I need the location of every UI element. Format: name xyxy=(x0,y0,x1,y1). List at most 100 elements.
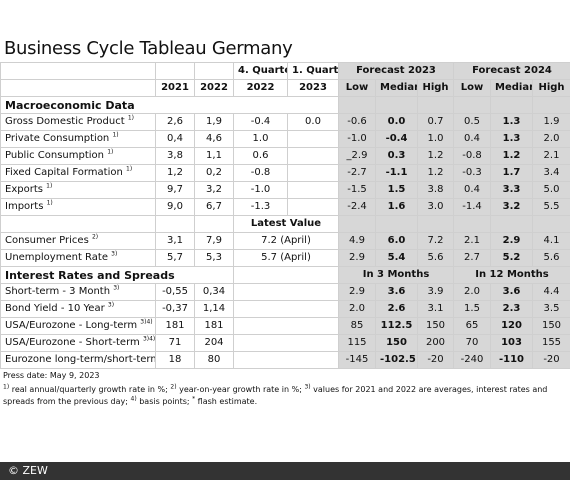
table-cell: -0.4 xyxy=(233,113,288,131)
table-cell xyxy=(233,351,339,369)
footnote-ref: 2) xyxy=(91,233,99,241)
table-cell: 1,1 xyxy=(194,147,234,165)
footnote-marker: 3) xyxy=(304,383,311,391)
table-cell: 1.6 xyxy=(375,198,418,216)
table-cell: 181 xyxy=(155,317,195,335)
table-cell: -0.8 xyxy=(453,147,491,165)
table-cell: 85 xyxy=(338,317,376,335)
header-in-12-months: In 12 Months xyxy=(453,266,570,284)
row-label-text: Bond Yield - 10 Year xyxy=(5,303,105,314)
forecast-cell xyxy=(417,96,454,114)
table-cell: 1.2 xyxy=(417,164,454,182)
table-cell: -1.1 xyxy=(375,164,418,182)
table-row: Exports 1) 9,7 3,2 -1.0 -1.5 1.5 3.8 0.4 3.3 5.0 xyxy=(0,181,570,199)
table-cell: 2.1 xyxy=(453,232,491,250)
latest-value-header: Latest Value xyxy=(233,215,339,233)
table-cell xyxy=(155,215,195,233)
table-cell: 71 xyxy=(155,334,195,352)
footnote-ref: 3) xyxy=(113,284,120,292)
row-label-text: Private Consumption xyxy=(5,133,110,144)
footnote-ref: 1) xyxy=(127,114,134,122)
row-label-text: Exports xyxy=(5,184,43,195)
table-cell: 120 xyxy=(490,317,533,335)
table-cell: 1.3 xyxy=(490,113,533,131)
forecast-cell xyxy=(532,215,570,233)
header-median: Median xyxy=(490,79,533,97)
table-cell: 2.1 xyxy=(532,147,570,165)
table-row: Consumer Prices 2) 3,1 7,9 7.2 (April) 4.9 6.… xyxy=(0,232,570,250)
row-label: USA/Eurozone - Short-term 3)4) xyxy=(0,334,156,352)
table-cell: 3.6 xyxy=(490,283,533,301)
header-q1: 1. Quarter xyxy=(287,62,339,80)
table-cell: -1.4 xyxy=(453,198,491,216)
header-2021: 2021 xyxy=(155,79,195,97)
table-cell: 0,4 xyxy=(155,130,195,148)
table-cell: 4,6 xyxy=(194,130,234,148)
table-cell: 155 xyxy=(532,334,570,352)
table-row: Fixed Capital Formation 1) 1,2 0,2 -0.8 -2.7… xyxy=(0,164,570,182)
table-cell: _2.9 xyxy=(338,147,376,165)
table-cell: -1.0 xyxy=(233,181,288,199)
table-cell: -110 xyxy=(490,351,533,369)
table-cell: 2.7 xyxy=(453,249,491,267)
business-cycle-table: 4. Quarter1. QuarterForecast 2023Forecas… xyxy=(0,62,570,369)
row-label-text: Eurozone long-term/short-term xyxy=(5,354,156,365)
table-cell: -0,37 xyxy=(155,300,195,318)
forecast-cell xyxy=(490,215,533,233)
row-label-text: USA/Eurozone - Short-term xyxy=(5,337,140,348)
table-cell: 7,9 xyxy=(194,232,234,250)
footnote-text: year-on-year growth rate in %; xyxy=(176,385,305,394)
table-cell: 5.5 xyxy=(532,198,570,216)
table-cell: 200 xyxy=(417,334,454,352)
section-macroeconomic-data: Macroeconomic Data xyxy=(0,96,339,114)
footnote-ref: 1) xyxy=(112,131,119,139)
footnote-ref: 3) xyxy=(107,301,115,309)
table-cell: 3.0 xyxy=(417,198,454,216)
header-blank xyxy=(194,62,234,80)
table-cell xyxy=(233,266,339,284)
row-label: Bond Yield - 10 Year 3) xyxy=(0,300,156,318)
forecast-cell xyxy=(490,96,533,114)
table-cell: 3.5 xyxy=(532,300,570,318)
table-cell xyxy=(287,198,339,216)
footnote-ref: 1) xyxy=(107,148,114,156)
table-cell: 0.6 xyxy=(233,147,288,165)
table-cell: 3,1 xyxy=(155,232,195,250)
table-cell: -145 xyxy=(338,351,376,369)
table-cell: 2.6 xyxy=(375,300,418,318)
footnote-ref: 1) xyxy=(126,165,133,173)
table-cell: -20 xyxy=(532,351,570,369)
table-cell: 2.0 xyxy=(453,283,491,301)
table-cell xyxy=(287,164,339,182)
header-low: Low xyxy=(338,79,376,97)
table-row: Unemployment Rate 3) 5,7 5,3 5.7 (April) 2.9… xyxy=(0,249,570,267)
press-date: Press date: May 9, 2023 xyxy=(3,371,100,380)
footnote-marker: 1) xyxy=(3,383,10,391)
footnote-ref: 3) xyxy=(111,250,118,258)
table-cell: 112.5 xyxy=(375,317,418,335)
header-q4-year: 2022 xyxy=(233,79,288,97)
table-cell xyxy=(233,300,339,318)
table-cell: 0,2 xyxy=(194,164,234,182)
table-cell: 1.9 xyxy=(532,113,570,131)
footnote-marker: 4) xyxy=(130,395,137,403)
row-label: Short-term - 3 Month 3) xyxy=(0,283,156,301)
table-row: Latest Value xyxy=(0,215,570,233)
header-in-3-months: In 3 Months xyxy=(338,266,454,284)
row-label-text: Unemployment Rate xyxy=(5,252,108,263)
table-cell: 1.2 xyxy=(417,147,454,165)
table-cell: 0.3 xyxy=(375,147,418,165)
table-cell: -20 xyxy=(417,351,454,369)
header-2022: 2022 xyxy=(194,79,234,97)
footnote-ref: 1) xyxy=(46,182,53,190)
table-row: Macroeconomic Data xyxy=(0,96,570,114)
table-cell: 150 xyxy=(417,317,454,335)
footnote-ref: 1) xyxy=(46,199,53,207)
table-cell: 4.1 xyxy=(532,232,570,250)
table-cell: -240 xyxy=(453,351,491,369)
table-cell: 150 xyxy=(532,317,570,335)
table-cell: 150 xyxy=(375,334,418,352)
table-cell: 0.5 xyxy=(453,113,491,131)
footnote-text: real annual/quarterly growth rate in %; xyxy=(9,385,171,394)
table-cell: 2.0 xyxy=(338,300,376,318)
